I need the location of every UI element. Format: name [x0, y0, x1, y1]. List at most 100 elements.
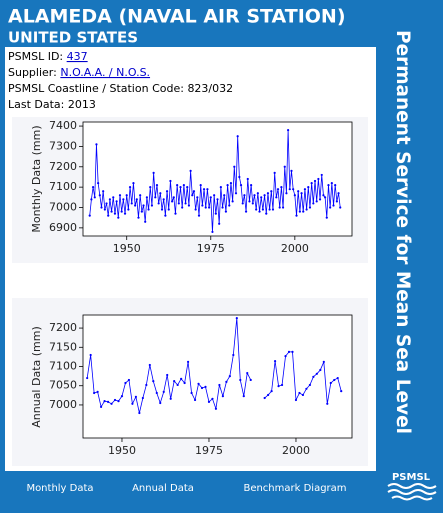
data-point: [339, 206, 342, 209]
data-point: [191, 194, 194, 197]
data-point: [112, 196, 115, 199]
data-point: [202, 188, 206, 191]
sidebar-title: Permanent Service for Mean Sea Level: [392, 30, 413, 434]
data-point: [293, 194, 296, 197]
data-point: [231, 200, 234, 203]
data-point: [148, 363, 151, 367]
data-point: [117, 400, 120, 403]
data-point: [267, 393, 270, 397]
data-point: [206, 188, 209, 191]
data-point: [249, 378, 252, 382]
x-tick-label: 1950: [113, 242, 141, 255]
data-point: [251, 202, 254, 205]
data-point: [145, 196, 148, 199]
data-point: [280, 383, 284, 387]
data-point: [302, 210, 305, 213]
data-point: [199, 184, 202, 187]
data-point: [181, 206, 184, 209]
y-tick-label: 7150: [49, 340, 77, 353]
data-point: [236, 135, 239, 138]
data-point: [147, 208, 150, 211]
data-point: [155, 184, 159, 187]
data-point: [177, 202, 180, 205]
data-point: [201, 204, 204, 207]
info-link[interactable]: 437: [67, 50, 88, 63]
data-point: [324, 196, 327, 199]
data-point: [98, 194, 101, 197]
data-point: [183, 381, 186, 385]
data-point: [103, 208, 106, 211]
data-point: [308, 206, 312, 209]
data-point: [197, 382, 200, 385]
data-point: [318, 198, 322, 201]
data-point: [166, 373, 169, 377]
data-point: [285, 192, 288, 195]
info: PSMSL ID: 437 Supplier: N.O.A.A. / N.O.S.…: [8, 50, 233, 111]
data-point: [278, 206, 281, 209]
data-point: [130, 202, 133, 205]
data-point: [322, 194, 325, 197]
data-point: [120, 210, 123, 213]
data-point: [160, 208, 164, 211]
data-point: [226, 184, 229, 187]
data-point: [295, 214, 298, 217]
data-point: [334, 184, 337, 187]
data-point: [134, 204, 137, 207]
data-point: [250, 184, 253, 187]
y-tick-label: 7200: [49, 321, 77, 334]
data-point: [273, 360, 277, 363]
data-point: [275, 196, 278, 199]
data-point: [162, 390, 165, 393]
info-label: PSMSL ID:: [8, 50, 63, 63]
data-point: [253, 194, 256, 197]
data-point: [93, 391, 96, 395]
data-point: [200, 386, 204, 390]
data-point: [189, 169, 192, 172]
data-point: [221, 395, 224, 398]
data-point: [113, 398, 117, 402]
data-point: [125, 194, 128, 197]
data-point: [310, 181, 313, 185]
data-point: [312, 202, 315, 205]
data-point: [312, 375, 315, 378]
info-link[interactable]: N.O.A.A. / N.O.S.: [60, 66, 150, 79]
data-point: [260, 196, 263, 199]
data-point: [235, 316, 238, 320]
info-label: Last Data:: [8, 98, 64, 111]
data-point: [184, 202, 187, 205]
data-point: [340, 390, 343, 393]
data-point: [270, 390, 273, 393]
data-point: [89, 353, 92, 357]
footer-link[interactable]: Monthly Data: [26, 483, 93, 494]
footer-link[interactable]: Benchmark Diagram: [243, 483, 346, 494]
y-tick-label: 7000: [49, 201, 77, 214]
data-point: [155, 391, 158, 395]
data-point: [297, 190, 300, 193]
data-point: [194, 208, 197, 211]
data-point: [99, 405, 103, 408]
data-point: [93, 196, 96, 199]
data-point: [305, 208, 308, 211]
data-point: [152, 171, 155, 174]
data-point: [219, 186, 222, 189]
data-point: [307, 186, 310, 189]
data-point: [244, 210, 248, 213]
data-point: [105, 202, 108, 205]
data-point: [265, 212, 268, 215]
data-point: [243, 194, 246, 197]
data-point: [197, 214, 201, 217]
data-point: [110, 402, 113, 405]
data-point: [273, 171, 276, 174]
y-tick-label: 7000: [49, 398, 77, 411]
data-point: [127, 378, 131, 382]
data-point: [223, 194, 226, 197]
data-point: [96, 390, 99, 393]
data-point: [123, 212, 127, 215]
data-point: [291, 350, 294, 353]
data-point: [204, 385, 207, 388]
footer-link[interactable]: Annual Data: [132, 483, 194, 494]
data-point: [207, 206, 211, 209]
data-point: [139, 194, 142, 197]
data-point: [204, 206, 207, 209]
wave: [387, 483, 437, 489]
